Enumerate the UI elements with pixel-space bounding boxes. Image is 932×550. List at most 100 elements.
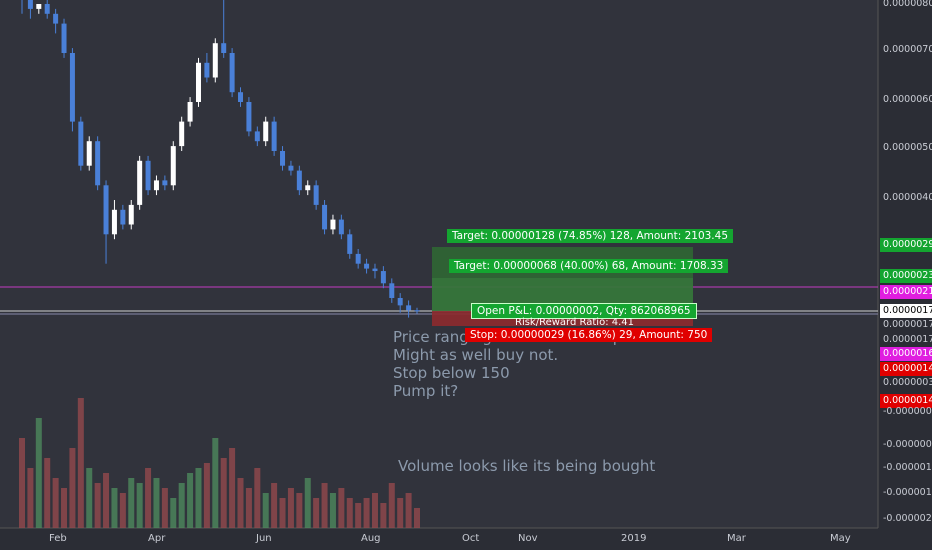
price-label: 0.00000299 [880,238,932,252]
volume-bar [153,478,160,528]
candle-body [204,62,210,78]
volume-bar [61,488,68,528]
volume-bar [52,478,59,528]
candle-body [280,151,286,166]
candle-body [229,53,235,93]
volume-bar [35,418,42,528]
candle-body [380,271,386,284]
note: Might as well buy not. [393,346,559,364]
candle-body [305,185,311,191]
candle-body [288,165,294,171]
candle-body [254,131,260,142]
volume-bar [187,473,194,528]
ratio-label: Risk/Reward Ratio: 4.41 [515,317,635,328]
time-label: Feb [49,533,67,544]
price-label: -0.00000090 [883,439,932,450]
volume-bar [304,478,311,528]
candle-body [397,298,403,306]
volume-bar [203,463,210,528]
time-label: Oct [462,533,480,544]
candle-body [364,263,370,269]
volume-bar [119,493,126,528]
volume-pane [19,398,420,528]
candle-body [69,53,75,122]
price-label: 0.00000165 [880,347,932,361]
candle-body [271,121,277,151]
volume-bar [103,473,110,528]
candle-body [170,146,176,186]
candle-body [389,283,395,298]
volume-bar [44,458,51,528]
volume-bar [296,493,303,528]
candle-body [95,141,101,186]
candle-body [53,13,59,24]
candle-body [78,121,84,166]
candle-body [128,204,134,225]
candle-body [153,180,159,191]
volume-bar [178,483,185,528]
candle-body [414,310,420,312]
candle-body [372,268,378,272]
price-label: 0.00000238 [880,269,932,283]
price-label: -0.00000190 [883,487,932,498]
candle-body [44,4,50,14]
volume-bar [136,483,143,528]
volume-bar [254,468,261,528]
candle-body [162,180,168,186]
note: Pump it? [393,382,459,400]
time-axis-bg [0,528,878,550]
volume-bar [321,483,328,528]
volume-bar [397,498,404,528]
candle-body [313,185,319,205]
candle-body [246,102,252,132]
candles [21,0,420,318]
volume-bar [237,478,244,528]
stop-label: Stop: 0.00000029 (16.86%) 29, Amount: 75… [465,328,713,342]
volume-bar [128,478,135,528]
volume-bar [287,488,294,528]
volume-bar [329,493,336,528]
volume-bar [77,398,84,528]
volume-bar [313,498,320,528]
volume-bar [405,493,412,528]
volume-bar [161,488,168,528]
pnl-label: Open P&L: 0.00000002, Qty: 862068965 [471,303,697,319]
price-label: 0.00000218 [880,285,932,299]
volume-bar [19,438,25,528]
price-label: 0.00000142 [880,394,932,408]
volume-bar [380,503,387,528]
volume-bar [262,493,269,528]
volume-bar [27,468,34,528]
candle-body [195,62,201,102]
volume-bar [86,468,93,528]
candle-body [347,234,353,254]
volume-bar [355,503,362,528]
candle-body [103,185,109,235]
price-label: -0.00000240 [883,513,932,524]
time-label: Nov [518,533,538,544]
volume-bar [69,448,76,528]
volume-bar [94,483,101,528]
candle-body [263,121,269,142]
candle-body [406,305,412,311]
volume-bar [414,508,420,528]
note: Stop below 150 [393,364,510,382]
price-label: 0.00000146 [880,362,932,376]
candle-body [137,160,143,205]
candle-body [179,121,185,147]
volume-bar [229,448,236,528]
time-label: May [830,533,851,544]
candle-body [145,160,151,191]
volume-bar [363,498,370,528]
target-label: Target: 0.00000128 (74.85%) 128, Amount:… [447,229,733,243]
candle-body [36,4,42,9]
target-label: Target: 0.00000068 (40.00%) 68, Amount: … [449,259,729,273]
candle-body [86,141,92,166]
volume-note: Volume looks like its being bought [398,457,656,475]
